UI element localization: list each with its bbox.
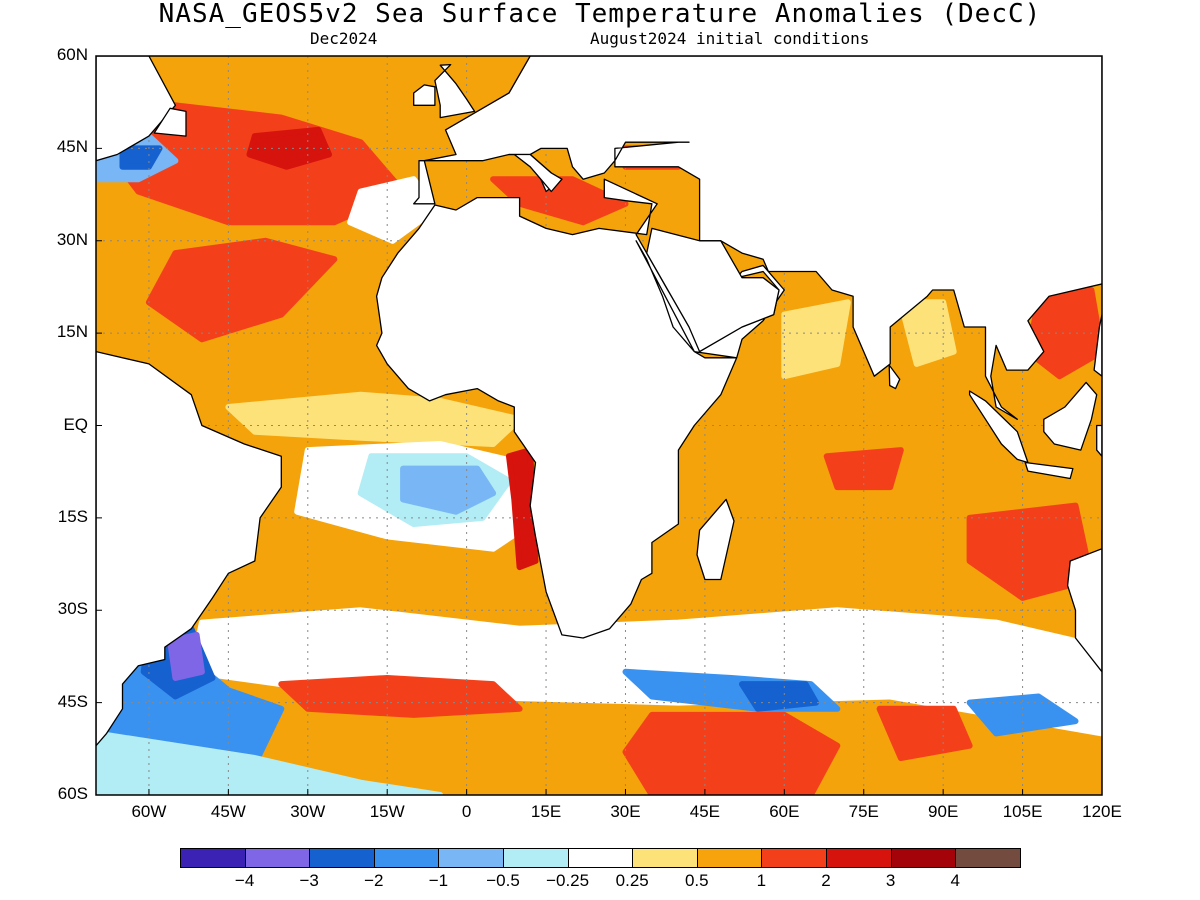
lat-label: 60S [57, 784, 88, 803]
lon-label: 0 [461, 802, 472, 821]
lat-label: 45S [57, 691, 88, 711]
lon-label: 90E [928, 802, 959, 821]
region-benguela-red [506, 447, 539, 571]
lat-label: 15N [56, 322, 88, 342]
colorbar-swatch [761, 848, 827, 868]
valid-month-label: Dec2024 [310, 29, 378, 48]
colorbar-swatch [696, 848, 763, 868]
land-madagascar [696, 498, 735, 581]
region-arabian-pale [781, 299, 851, 380]
lon-label: 30E [610, 802, 641, 821]
land-italy [508, 153, 563, 193]
land-australia [1066, 529, 1102, 673]
colorbar-label: 0.25 [615, 871, 649, 890]
land-great-britain [434, 63, 476, 119]
region-southern-lightblue [96, 730, 444, 795]
colorbar-label: 3 [885, 871, 896, 890]
region-brazil-purple [167, 631, 205, 681]
lon-label: 60E [769, 802, 800, 821]
region-bay-of-bengal-pale [897, 299, 957, 367]
land-taiwan [1105, 272, 1110, 291]
land-sulawesi-area [1096, 424, 1102, 457]
region-indian-red-central [823, 447, 904, 491]
colorbar-label: −2 [364, 871, 384, 890]
region-indian-red-east [966, 502, 1095, 601]
lon-label: 15E [530, 802, 562, 821]
region-southern-red-patch-east [876, 705, 973, 761]
colorbar-swatch [244, 848, 311, 868]
lon-label: 15W [369, 802, 405, 821]
colorbar-swatch [567, 848, 634, 868]
colorbar-swatch [955, 848, 1021, 868]
region-south-indian-darkblue [739, 681, 820, 712]
colorbar-swatch [373, 848, 440, 868]
lat-label: 30S [57, 599, 88, 619]
land-north-america [96, 56, 177, 162]
region-south-atlantic-red-band [278, 675, 523, 718]
region-southern-red-patch [622, 711, 841, 795]
land-ireland [413, 84, 436, 106]
colorbar-label: −1 [428, 871, 449, 890]
map-title: NASA_GEOS5v2 Sea Surface Temperature Ano… [158, 0, 1042, 29]
region-north-atlantic-white [347, 176, 438, 244]
land-europe-africa-asia [375, 56, 1102, 639]
land-newfoundland [153, 107, 187, 137]
region-guinea-pale [225, 391, 523, 447]
colorbar-label: 4 [950, 871, 960, 890]
land-masses [96, 56, 1110, 747]
colorbar-swatch [438, 848, 504, 868]
lon-label: 45W [210, 802, 246, 821]
colorbar-label: −3 [299, 871, 319, 890]
colorbar-label: −0.5 [486, 871, 520, 890]
region-south-atlantic-blue [400, 465, 497, 515]
lat-label: EQ [63, 414, 88, 434]
land-sumatra [968, 390, 1029, 464]
init-conditions-label: August2024 initial conditions [590, 29, 870, 48]
colorbar-label: −0.25 [546, 871, 590, 890]
colorbar-label: −4 [234, 871, 255, 890]
lat-label: 15S [57, 506, 88, 526]
axis-ticks [96, 55, 1103, 796]
region-labrador-darkblue [119, 145, 163, 170]
lat-label: 45N [56, 137, 88, 157]
colorbar-swatch [826, 848, 892, 868]
land-arabia-fill [646, 227, 780, 353]
colorbar-swatch [890, 848, 957, 868]
land-java [1024, 461, 1074, 480]
colorbar-swatch [309, 848, 375, 868]
land-borneo [1043, 381, 1098, 451]
lat-label: 30N [56, 229, 88, 249]
land-philippines [1093, 313, 1102, 377]
colorbar-label: 1 [756, 871, 767, 890]
colorbar-swatch [632, 848, 698, 868]
colorbar-label: 2 [821, 871, 831, 890]
lon-label: 30W [290, 802, 326, 821]
colorbar-swatch [180, 848, 246, 868]
region-north-atlantic-darkred [246, 126, 332, 170]
lon-label: 60W [131, 802, 167, 821]
colorbar-label: 0.5 [684, 871, 709, 890]
colorbar-swatch [503, 848, 569, 868]
land-sri-lanka [888, 364, 901, 390]
land-south-america [96, 350, 282, 747]
lon-label: 75E [848, 802, 879, 821]
lon-label: 45E [689, 802, 721, 821]
lat-label: 60N [56, 45, 88, 64]
lon-label: 105E [1002, 802, 1043, 821]
lon-label: 120E [1082, 802, 1122, 821]
